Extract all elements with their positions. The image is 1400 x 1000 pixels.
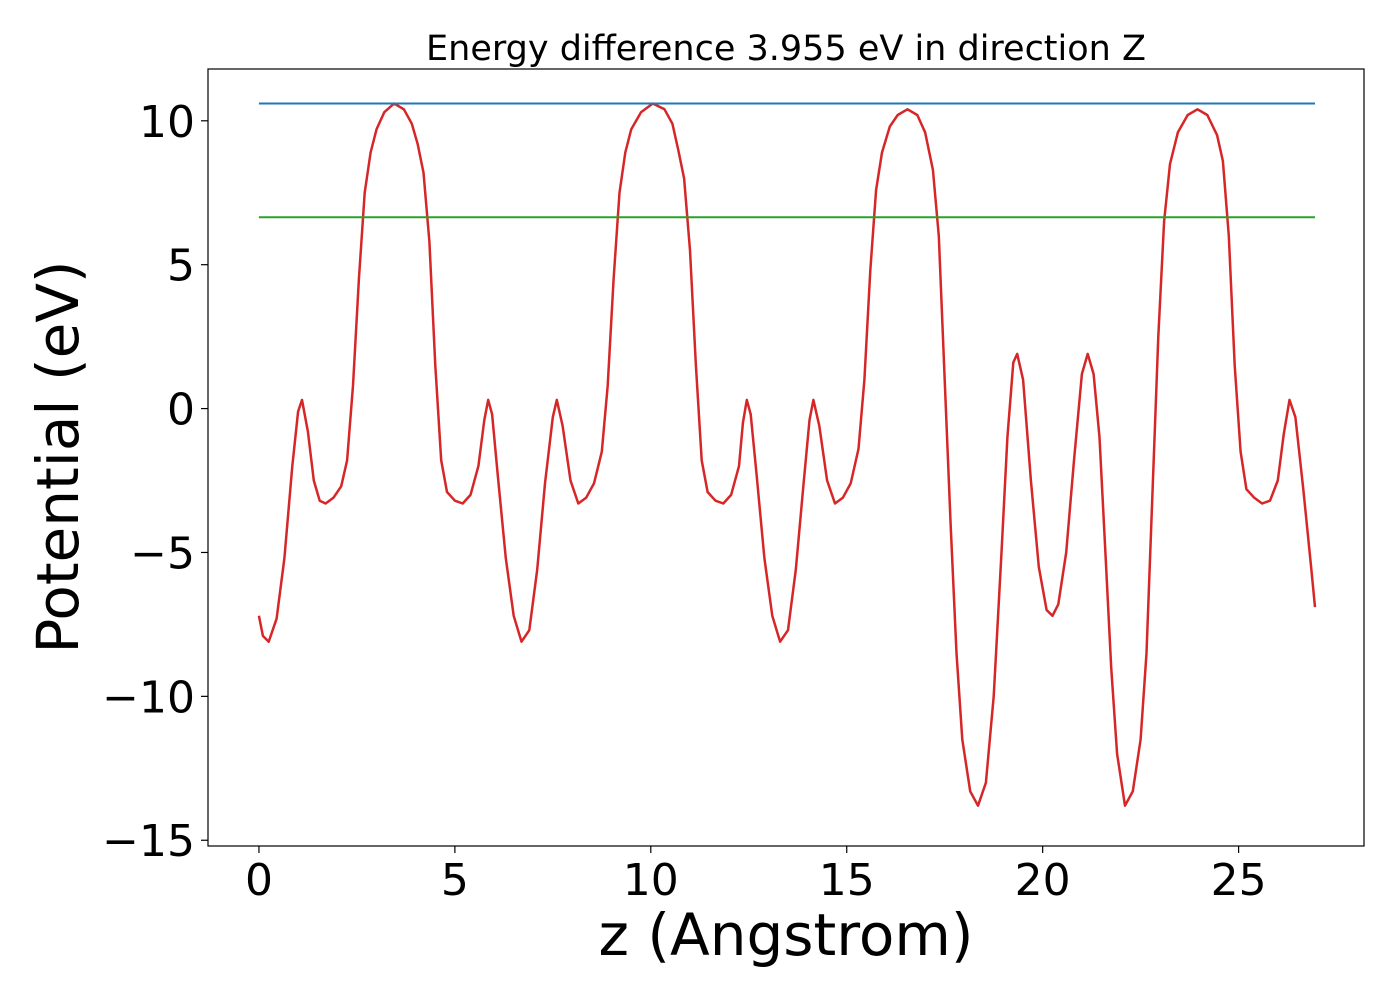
y-tick-label: 5 [167, 241, 195, 292]
y-axis-label: Potential (eV) [24, 260, 92, 653]
series-layer [257, 102, 1317, 807]
y-tick-label: −10 [102, 672, 195, 723]
x-tick-label: 10 [623, 855, 679, 906]
y-tick-label: −15 [102, 816, 195, 867]
x-tick-label: 5 [441, 855, 469, 906]
chart-title: Energy difference 3.955 eV in direction … [426, 29, 1146, 69]
plot-frame [207, 68, 1365, 847]
x-tick-label: 25 [1211, 855, 1267, 906]
y-tick-label: −5 [130, 528, 195, 579]
y-tick-label: 10 [139, 97, 195, 148]
x-tick-label: 20 [1015, 855, 1071, 906]
y-tick-label: 0 [167, 385, 195, 436]
x-tick-label: 15 [819, 855, 875, 906]
x-tick-label: 0 [245, 855, 273, 906]
y-axis: −15 −10 −5 0 5 10 [102, 97, 208, 867]
x-axis: 0 5 10 15 20 25 [245, 846, 1267, 906]
series-line-1 [257, 102, 1317, 807]
x-axis-label: z (Angstrom) [599, 901, 974, 969]
